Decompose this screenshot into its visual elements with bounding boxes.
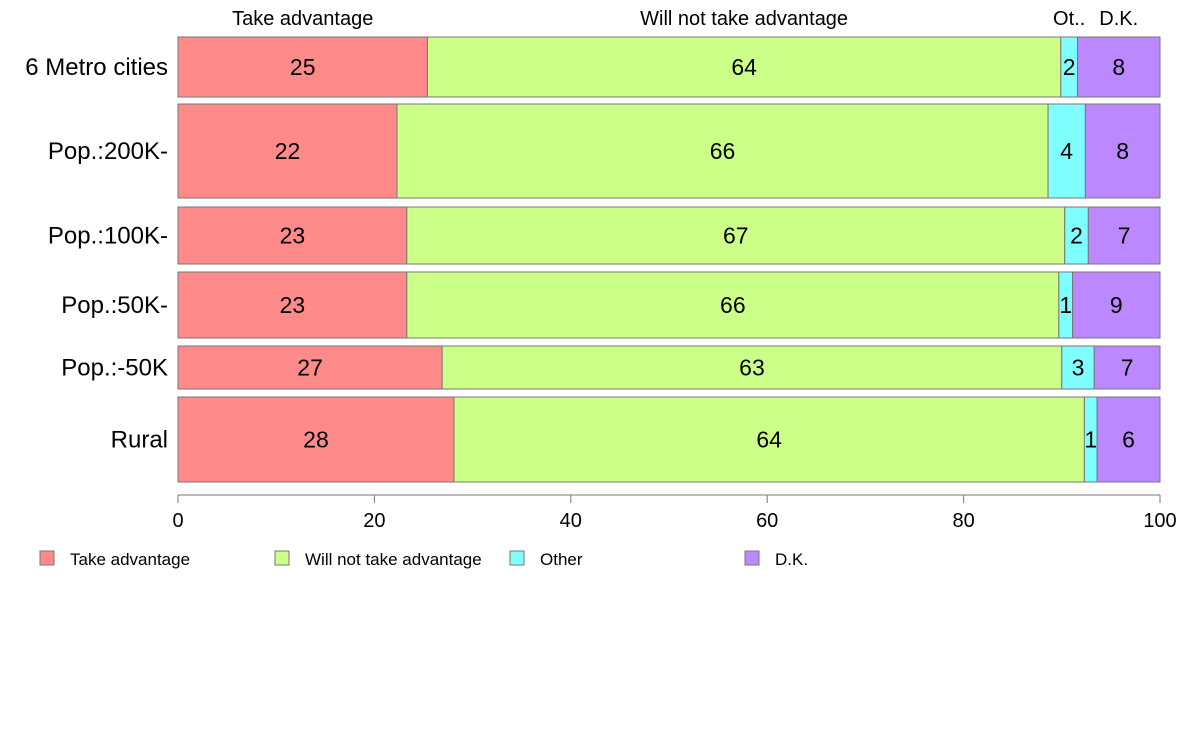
- legend-swatch-other: [509, 550, 525, 566]
- data-label-take-advantage-rural: 28: [303, 427, 329, 453]
- header-label-other: Ot..: [1053, 8, 1085, 30]
- category-label-6-metro-cities: 6 Metro cities: [25, 54, 168, 81]
- category-label-pop-50k: Pop.:50K-: [61, 292, 168, 319]
- data-label-other-pop-200k: 4: [1060, 138, 1073, 164]
- segment-header-labels: Take advantage Will not take advantage Ot.…: [232, 8, 1138, 30]
- bar-take-advantage-rural: [177, 396, 455, 483]
- header-label-take-advantage: Take advantage: [232, 8, 373, 30]
- data-label-take-advantage-pop-100k: 23: [280, 223, 306, 249]
- legend-label-will-not-take-advantage: Will not take advantage: [305, 550, 482, 569]
- bar-d-k-pop-200k: [1084, 103, 1161, 199]
- data-label-take-advantage-pop-200k: 22: [275, 138, 301, 164]
- data-label-d-k-6-metro-cities: 8: [1112, 54, 1125, 80]
- data-label-d-k-pop-200k: 8: [1116, 138, 1129, 164]
- data-label-d-k-pop-50k: 9: [1110, 292, 1123, 318]
- data-label-take-advantage-6-metro-cities: 25: [290, 54, 316, 80]
- bar-will-not-take-advantage-pop-100k: [406, 206, 1066, 265]
- bar-will-not-take-advantage-pop-200k: [396, 103, 1049, 199]
- legend-label-take-advantage: Take advantage: [70, 550, 190, 569]
- header-label-d-k: D.K.: [1099, 8, 1138, 30]
- data-label-will-not-take-advantage-pop-50k: 66: [720, 292, 746, 318]
- data-label-will-not-take-advantage-pop-50k: 63: [739, 355, 765, 381]
- category-label-pop-100k: Pop.:100K-: [48, 223, 168, 250]
- legend-swatch-d-k: [744, 550, 760, 566]
- bar-d-k-6-metro-cities: [1077, 36, 1161, 98]
- data-label-other-rural: 1: [1084, 427, 1097, 453]
- bars-group: [177, 36, 1161, 483]
- bar-other-pop-50k: [1061, 345, 1095, 390]
- bar-take-advantage-pop-200k: [177, 103, 398, 199]
- legend-swatch-take-advantage: [39, 550, 55, 566]
- data-label-other-6-metro-cities: 2: [1063, 54, 1076, 80]
- data-label-will-not-take-advantage-6-metro-cities: 64: [731, 54, 757, 80]
- x-tick-label-40: 40: [560, 510, 582, 532]
- legend-swatch-will-not-take-advantage: [274, 550, 290, 566]
- bar-other-pop-200k: [1047, 103, 1086, 199]
- data-label-other-pop-100k: 2: [1070, 223, 1083, 249]
- bar-will-not-take-advantage-6-metro-cities: [426, 36, 1062, 98]
- data-label-will-not-take-advantage-rural: 64: [756, 427, 782, 453]
- bar-will-not-take-advantage-rural: [453, 396, 1085, 483]
- bar-take-advantage-pop-50k: [177, 345, 443, 390]
- data-label-d-k-pop-50k: 7: [1121, 355, 1134, 381]
- data-label-will-not-take-advantage-pop-100k: 67: [723, 223, 749, 249]
- data-label-d-k-rural: 6: [1122, 427, 1135, 453]
- legend-label-other: Other: [540, 550, 583, 569]
- data-label-will-not-take-advantage-pop-200k: 66: [710, 138, 736, 164]
- legend-label-d-k: D.K.: [775, 550, 808, 569]
- bar-will-not-take-advantage-pop-50k: [406, 271, 1060, 339]
- legend: Take advantage Will not take advantage Oth…: [39, 550, 808, 569]
- x-axis: 0 20 40 60 80 100: [172, 494, 1177, 532]
- data-labels-group: 25 64 2 822 66 4 823 67 2 723 66 1 927 63 3 728 64 1 6: [275, 54, 1135, 453]
- data-label-other-pop-50k: 1: [1059, 292, 1072, 318]
- category-label-pop-50k: Pop.:-50K: [61, 355, 168, 382]
- category-label-rural: Rural: [111, 427, 168, 454]
- x-tick-label-80: 80: [952, 510, 974, 532]
- x-tick-label-20: 20: [363, 510, 385, 532]
- x-tick-label-60: 60: [756, 510, 778, 532]
- x-tick-label-0: 0: [172, 510, 183, 532]
- bar-d-k-rural: [1096, 396, 1161, 483]
- bar-d-k-pop-50k: [1072, 271, 1161, 339]
- bar-take-advantage-pop-50k: [177, 271, 408, 339]
- category-labels: 6 Metro cities Pop.:200K- Pop.:100K- Pop.:5…: [25, 54, 168, 454]
- data-label-d-k-pop-100k: 7: [1118, 223, 1131, 249]
- bar-take-advantage-6-metro-cities: [177, 36, 428, 98]
- data-label-take-advantage-pop-50k: 27: [297, 355, 323, 381]
- x-tick-label-100: 100: [1143, 510, 1176, 532]
- data-label-other-pop-50k: 3: [1072, 355, 1085, 381]
- category-label-pop-200k: Pop.:200K-: [48, 138, 168, 165]
- data-label-take-advantage-pop-50k: 23: [280, 292, 306, 318]
- bar-will-not-take-advantage-pop-50k: [441, 345, 1063, 390]
- bar-d-k-pop-100k: [1087, 206, 1161, 265]
- header-label-will-not-take-advantage: Will not take advantage: [640, 8, 848, 30]
- bar-take-advantage-pop-100k: [177, 206, 408, 265]
- bar-d-k-pop-50k: [1093, 345, 1161, 390]
